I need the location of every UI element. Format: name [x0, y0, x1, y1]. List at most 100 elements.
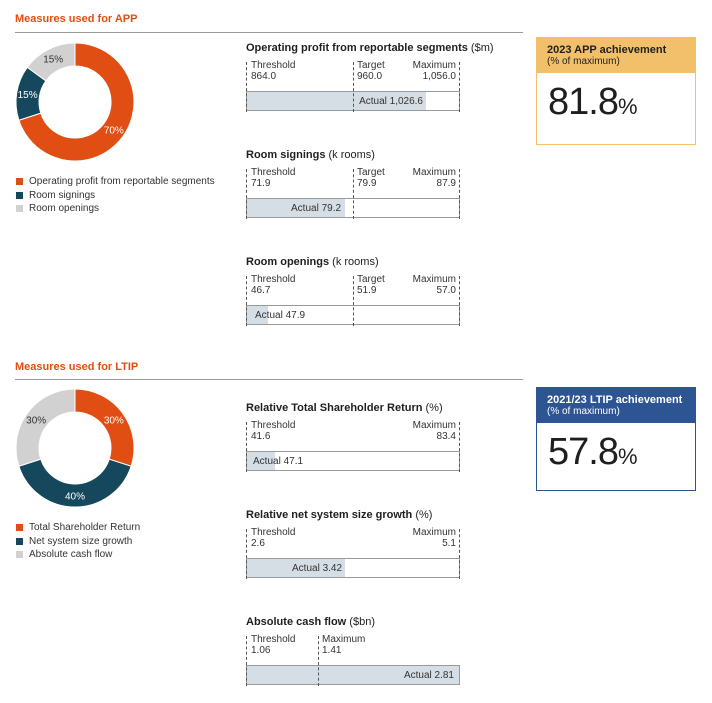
target-label: Target 79.9 — [357, 167, 385, 189]
measure-operating-profit: Operating profit from reportable segment… — [246, 42, 536, 112]
ltip-achievement-value: 57.8% — [548, 431, 638, 473]
actual-label: Actual 1,026.6 — [359, 95, 423, 107]
ltip-donut-slice-label: 40% — [65, 492, 85, 503]
actual-fill — [247, 199, 345, 217]
maximum-marker — [459, 62, 460, 112]
app-achievement-header: 2023 APP achievement (% of maximum) — [537, 38, 695, 73]
ltip-donut-slice-1 — [18, 458, 132, 508]
threshold-label: Threshold 1.06 — [251, 634, 296, 656]
maximum-label: Maximum 1,056.0 — [412, 60, 456, 82]
threshold-marker — [246, 422, 247, 472]
actual-label: Actual 3.42 — [292, 562, 343, 574]
legend-item: Total Shareholder Return — [16, 521, 140, 535]
ltip-section-title: Measures used for LTIP — [15, 361, 139, 373]
measure-title: Operating profit from reportable segment… — [246, 42, 494, 54]
app-achievement-value: 81.8% — [548, 81, 638, 123]
app-legend: Operating profit from reportable segment… — [16, 175, 215, 216]
actual-label: Actual 47.9 — [255, 309, 306, 321]
measure-room-signings: Room signings (k rooms) Threshold 71.9 Ta… — [246, 149, 536, 219]
target-marker — [353, 276, 354, 326]
threshold-label: Threshold 46.7 — [251, 274, 296, 296]
app-section-title: Measures used for APP — [15, 13, 138, 25]
achievement-subtitle: (% of maximum) — [547, 406, 620, 417]
ltip-donut-slice-label: 30% — [26, 415, 46, 426]
maximum-marker — [459, 529, 460, 579]
actual-fill — [247, 306, 269, 324]
measure-title: Room signings (k rooms) — [246, 149, 375, 161]
achievement-title: 2023 APP achievement — [547, 44, 667, 56]
ltip-donut-slice-0 — [74, 388, 135, 467]
achievement-subtitle: (% of maximum) — [547, 56, 620, 67]
legend-swatch — [16, 551, 23, 559]
threshold-marker — [246, 276, 247, 326]
target-label: Target 960.0 — [357, 60, 385, 82]
actual-fill — [247, 559, 345, 577]
measure-labels: Threshold 864.0 Target 960.0 Maximum 1,056.… — [246, 56, 536, 86]
legend-item: Room signings — [16, 189, 215, 203]
target-marker — [353, 169, 354, 219]
legend-swatch — [16, 524, 23, 532]
maximum-marker — [318, 636, 319, 686]
app-donut-chart: 70% 15% 15% — [15, 42, 135, 162]
threshold-label: Threshold 2.6 — [251, 527, 296, 549]
ltip-legend: Total Shareholder Return Net system size… — [16, 521, 140, 562]
actual-fill — [247, 92, 427, 110]
measure-labels: Threshold 1.06 Maximum 1.41 — [246, 630, 536, 660]
maximum-label: Maximum 5.1 — [412, 527, 456, 549]
legend-label: Room openings — [29, 203, 100, 215]
legend-label: Operating profit from reportable segment… — [29, 176, 215, 188]
actual-fill — [247, 452, 275, 470]
measure-title: Relative Total Shareholder Return (%) — [246, 402, 443, 414]
measure-relative-tsr: Relative Total Shareholder Return (%) Th… — [246, 402, 536, 472]
measure-labels: Threshold 2.6 Maximum 5.1 — [246, 523, 536, 553]
threshold-label: Threshold 864.0 — [251, 60, 296, 82]
achievement-title: 2021/23 LTIP achievement — [547, 394, 683, 406]
threshold-marker — [246, 62, 247, 112]
measure-room-openings: Room openings (k rooms) Threshold 46.7 Ta… — [246, 256, 536, 326]
target-marker — [353, 62, 354, 112]
maximum-marker — [459, 169, 460, 219]
legend-item: Absolute cash flow — [16, 548, 140, 562]
legend-swatch — [16, 205, 23, 213]
app-donut-slice-label: 15% — [43, 55, 63, 66]
app-donut-slice-label: 15% — [18, 90, 38, 101]
threshold-label: Threshold 71.9 — [251, 167, 296, 189]
measure-absolute-cash-flow: Absolute cash flow ($bn) Threshold 1.06 M… — [246, 616, 536, 686]
target-label: Target 51.9 — [357, 274, 385, 296]
legend-swatch — [16, 537, 23, 545]
measure-bar: Actual 3.42 — [246, 558, 460, 578]
app-donut-slice-label: 70% — [104, 126, 124, 137]
legend-label: Absolute cash flow — [29, 549, 113, 561]
actual-label: Actual 79.2 — [291, 202, 342, 214]
ltip-donut-chart: 30% 40% 30% — [15, 388, 135, 508]
ltip-donut-slice-2 — [15, 388, 76, 467]
measure-title: Room openings (k rooms) — [246, 256, 379, 268]
threshold-marker — [246, 636, 247, 686]
legend-swatch — [16, 178, 23, 186]
actual-label: Actual 47.1 — [253, 455, 304, 467]
maximum-marker — [459, 276, 460, 326]
legend-label: Room signings — [29, 189, 96, 201]
legend-label: Total Shareholder Return — [29, 522, 141, 534]
ltip-section-rule — [15, 379, 523, 380]
ltip-donut-slice-label: 30% — [104, 415, 124, 426]
app-donut-slice-2 — [26, 42, 76, 82]
measure-title: Absolute cash flow ($bn) — [246, 616, 375, 628]
threshold-label: Threshold 41.6 — [251, 420, 296, 442]
measure-labels: Threshold 71.9 Target 79.9 Maximum 87.9 — [246, 163, 536, 193]
threshold-marker — [246, 169, 247, 219]
actual-fill — [247, 666, 459, 684]
app-section-rule — [15, 32, 523, 33]
legend-label: Net system size growth — [29, 535, 133, 547]
threshold-marker — [246, 529, 247, 579]
maximum-label: Maximum 87.9 — [412, 167, 456, 189]
ltip-achievement-header: 2021/23 LTIP achievement (% of maximum) — [537, 388, 695, 423]
measure-labels: Threshold 46.7 Target 51.9 Maximum 57.0 — [246, 270, 536, 300]
legend-item: Net system size growth — [16, 535, 140, 549]
app-achievement-box: 2023 APP achievement (% of maximum) 81.8… — [536, 37, 696, 145]
maximum-marker — [459, 422, 460, 472]
maximum-label: Maximum 83.4 — [412, 420, 456, 442]
measure-labels: Threshold 41.6 Maximum 83.4 — [246, 416, 536, 446]
legend-item: Room openings — [16, 202, 215, 216]
maximum-label: Maximum 57.0 — [412, 274, 456, 296]
